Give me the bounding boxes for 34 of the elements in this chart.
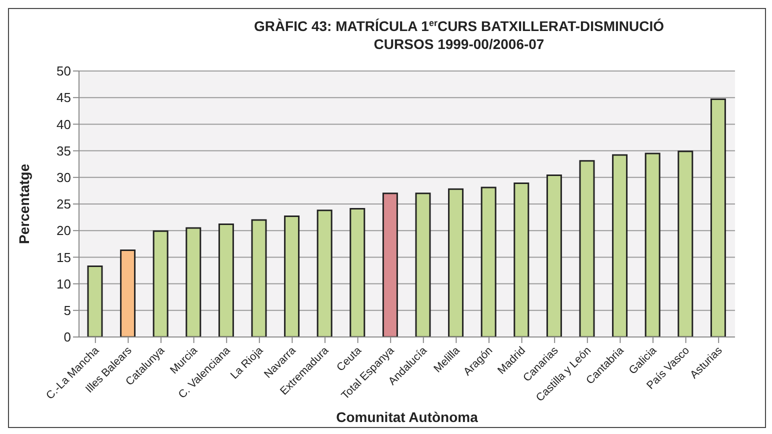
x-axis-title: Comunitat Autònoma — [336, 409, 478, 425]
chart-title: GRÀFIC 43: MATRÍCULA 1$^{er}$CURS BATXILLERAT-DISMINUCIÓ CURSOS 1999-00/2006-07 — [254, 18, 664, 52]
y-tick-label: 45 — [56, 90, 71, 106]
bar — [120, 250, 136, 337]
bar — [514, 182, 530, 337]
y-tick-label: 20 — [56, 223, 71, 238]
y-tick-label: 10 — [56, 276, 71, 292]
bar — [579, 160, 595, 337]
bar — [644, 152, 660, 337]
bar — [546, 174, 562, 337]
bar — [218, 223, 234, 337]
bar — [448, 188, 464, 337]
bar — [382, 192, 398, 337]
y-tick-label: 50 — [56, 64, 71, 79]
y-tick-label: 15 — [56, 250, 71, 265]
y-tick-label: 35 — [56, 143, 71, 158]
bar — [284, 215, 300, 337]
y-tick-label: 40 — [56, 116, 71, 132]
bar — [612, 154, 628, 337]
bar — [186, 227, 202, 337]
y-axis-title: Percentatge — [16, 164, 32, 244]
bar — [678, 150, 694, 337]
bar — [710, 98, 726, 337]
bar — [87, 265, 103, 337]
y-tick-label: 0 — [64, 330, 71, 345]
bar — [350, 208, 366, 337]
bar — [480, 186, 496, 337]
bar — [316, 210, 332, 337]
y-tick-label: 30 — [56, 170, 71, 186]
y-tick-label: 5 — [64, 303, 71, 318]
y-tick-label: 25 — [56, 196, 71, 212]
bar — [152, 230, 168, 337]
bar — [415, 192, 431, 337]
bar — [251, 219, 267, 337]
